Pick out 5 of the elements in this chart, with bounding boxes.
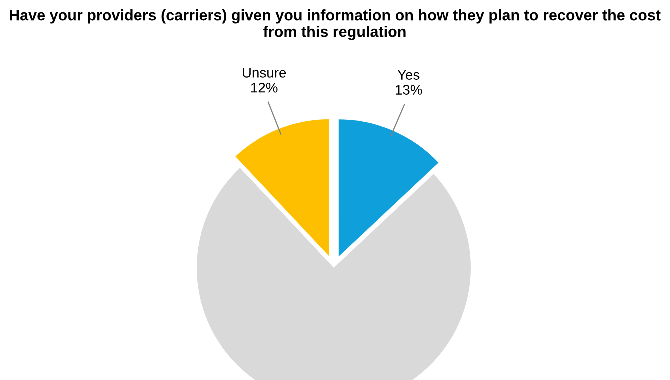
slice-label: Unsure xyxy=(243,68,286,78)
data-label: 12% xyxy=(251,82,278,93)
data-label: 13% xyxy=(396,85,422,95)
slice-label: Yes xyxy=(398,70,420,80)
chart-title: Have your providers (carriers) given you information on how they plan to recover the cost from this regulation xyxy=(10,10,661,40)
